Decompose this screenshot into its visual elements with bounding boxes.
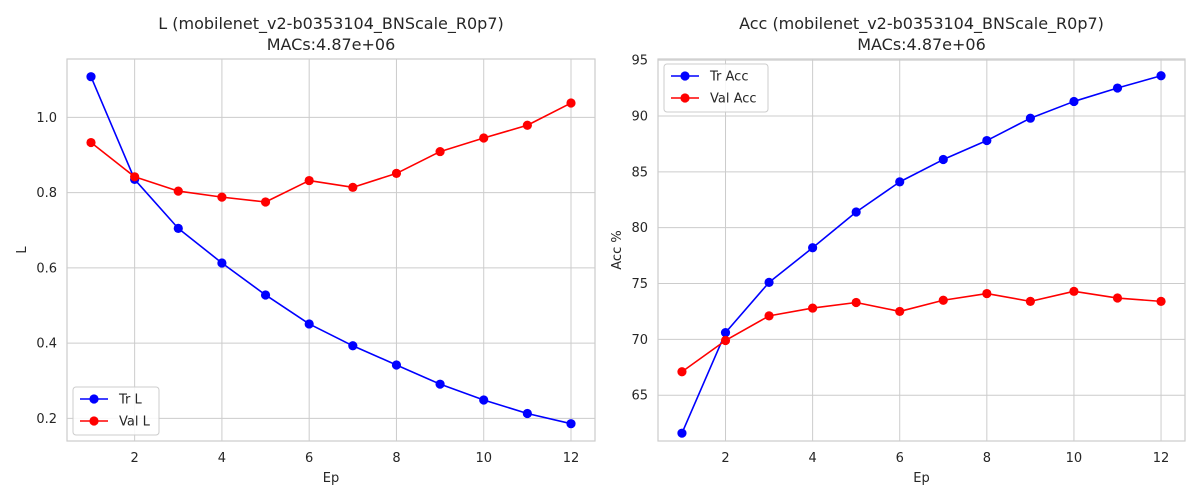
data-point	[808, 243, 817, 252]
data-point	[566, 419, 575, 428]
chart-panel-2: 2 4 6 8 10 12 65 70 75 80 85 90 95 Ep Acc % Acc (mobile…	[610, 14, 1185, 486]
legend-marker	[680, 71, 689, 80]
y-tick-label: 0.8	[36, 186, 57, 201]
data-point	[523, 121, 532, 130]
data-point	[1113, 293, 1122, 302]
data-point	[1026, 114, 1035, 123]
y-axis-label: Acc %	[610, 230, 625, 269]
x-axis-label: Ep	[913, 471, 929, 486]
legend-marker	[89, 394, 98, 403]
data-point	[895, 307, 904, 316]
chart-subtitle: MACs:4.87e+06	[857, 35, 986, 54]
y-tick-label: 0.6	[36, 261, 57, 276]
plot-area	[67, 59, 595, 441]
chart-title: L (mobilenet_v2-b0353104_BNScale_R0p7)	[158, 14, 503, 34]
chart-panel-1: 2 4 6 8 10 12 0.2 0.4 0.6 0.8 1.0 Ep L L (mobilenet_v…	[15, 14, 595, 486]
legend-marker	[680, 93, 689, 102]
data-point	[305, 319, 314, 328]
data-point	[677, 367, 686, 376]
data-point	[1156, 297, 1165, 306]
data-point	[261, 290, 270, 299]
chart-subtitle: MACs:4.87e+06	[267, 35, 396, 54]
data-point	[174, 224, 183, 233]
data-point	[721, 336, 730, 345]
y-axis-label: L	[15, 246, 30, 254]
y-tick-label: 65	[631, 389, 648, 404]
y-tick-label: 1.0	[36, 111, 57, 126]
data-point	[852, 207, 861, 216]
data-point	[764, 311, 773, 320]
y-tick-label: 75	[631, 277, 648, 292]
data-point	[566, 98, 575, 107]
legend: Tr L Val L	[73, 387, 159, 435]
chart-title: Acc (mobilenet_v2-b0353104_BNScale_R0p7)	[739, 14, 1104, 34]
data-point	[677, 429, 686, 438]
x-tick-label: 4	[218, 451, 226, 466]
y-tick-label: 85	[631, 165, 648, 180]
data-point	[479, 133, 488, 142]
data-point	[86, 72, 95, 81]
data-point	[895, 177, 904, 186]
data-point	[435, 380, 444, 389]
x-tick-label: 4	[808, 451, 816, 466]
x-tick-label: 10	[1066, 451, 1083, 466]
data-point	[982, 289, 991, 298]
legend-label: Tr Acc	[709, 70, 748, 85]
x-tick-label: 2	[721, 451, 729, 466]
data-point	[392, 360, 401, 369]
legend-marker	[89, 416, 98, 425]
data-point	[982, 136, 991, 145]
data-point	[1156, 71, 1165, 80]
data-point	[392, 169, 401, 178]
data-point	[174, 187, 183, 196]
data-point	[523, 409, 532, 418]
x-tick-label: 8	[983, 451, 991, 466]
y-tick-label: 95	[631, 54, 648, 69]
data-point	[130, 172, 139, 181]
y-tick-label: 70	[631, 333, 648, 348]
x-tick-label: 6	[896, 451, 904, 466]
y-tick-label: 0.4	[36, 337, 57, 352]
x-tick-label: 8	[392, 451, 400, 466]
x-tick-label: 10	[475, 451, 492, 466]
data-point	[435, 147, 444, 156]
data-point	[852, 298, 861, 307]
data-point	[348, 183, 357, 192]
data-point	[479, 395, 488, 404]
data-point	[808, 303, 817, 312]
y-tick-label: 90	[631, 109, 648, 124]
x-tick-label: 2	[130, 451, 138, 466]
x-tick-label: 6	[305, 451, 313, 466]
data-point	[217, 193, 226, 202]
data-point	[348, 341, 357, 350]
data-point	[1069, 287, 1078, 296]
legend: Tr Acc Val Acc	[664, 64, 768, 112]
data-point	[1069, 97, 1078, 106]
y-tick-label: 0.2	[36, 412, 57, 427]
data-point	[305, 176, 314, 185]
data-point	[939, 155, 948, 164]
data-point	[217, 258, 226, 267]
legend-label: Val L	[119, 415, 151, 430]
data-point	[764, 278, 773, 287]
x-axis-label: Ep	[323, 471, 339, 486]
legend-label: Tr L	[118, 393, 143, 408]
x-tick-label: 12	[563, 451, 580, 466]
y-tick-label: 80	[631, 221, 648, 236]
x-tick-label: 12	[1153, 451, 1170, 466]
data-point	[939, 296, 948, 305]
data-point	[261, 197, 270, 206]
data-point	[1113, 83, 1122, 92]
data-point	[1026, 297, 1035, 306]
data-point	[86, 138, 95, 147]
legend-label: Val Acc	[710, 92, 757, 107]
